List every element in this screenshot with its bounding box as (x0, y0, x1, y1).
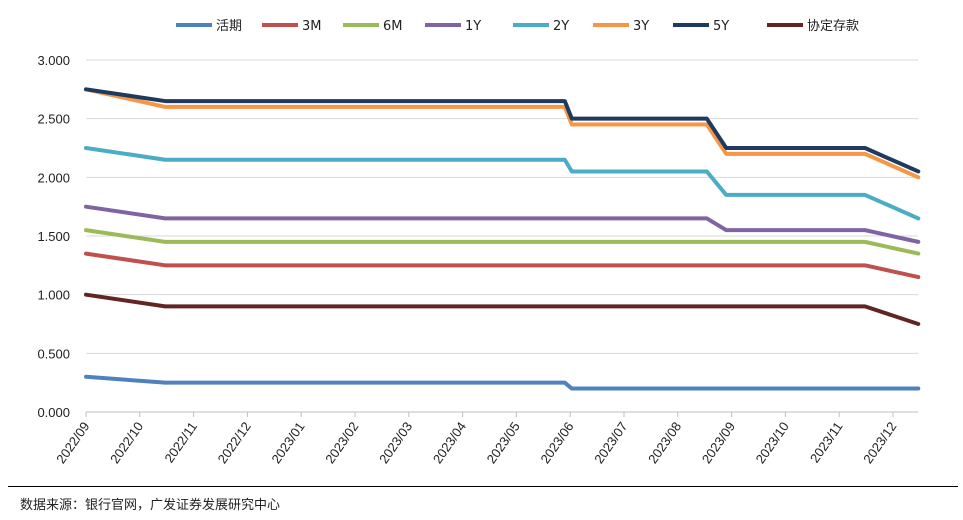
x-tick-label: 2023/01 (268, 419, 307, 466)
legend-label: 6M (383, 19, 403, 34)
x-tick-label: 2023/08 (645, 419, 684, 466)
series-line-5Y (84, 87, 921, 174)
y-tick-label: 0.500 (37, 346, 70, 361)
x-tick-label: 2023/04 (430, 419, 469, 466)
legend-label: 2Y (553, 19, 569, 34)
series-line-3Y (84, 87, 921, 180)
legend-label: 3Y (633, 19, 649, 34)
series-line-3M (84, 251, 921, 280)
series-line-2Y (84, 146, 921, 221)
y-tick-label: 3.000 (37, 53, 70, 68)
series-line-活期 (84, 374, 921, 391)
series-line-协定存款 (84, 292, 921, 326)
y-tick-label: 1.500 (37, 229, 70, 244)
x-tick-label: 2023/10 (753, 419, 792, 466)
line-chart: 0.000 0.500 1.000 1.500 2.000 2.500 3.000 2022/… (37, 19, 921, 466)
y-tick-label: 0.000 (37, 405, 70, 420)
x-tick-label: 2023/11 (807, 419, 846, 465)
series-line-1Y (84, 204, 921, 244)
x-tick-label: 2023/02 (322, 419, 361, 466)
x-tick-label: 2022/10 (107, 419, 146, 466)
source-note: 数据来源：银行官网，广发证券发展研究中心 (20, 498, 281, 513)
x-tick-label: 2022/11 (161, 419, 200, 465)
legend-label: 活期 (216, 19, 242, 34)
x-tick-label: 2022/12 (215, 419, 254, 466)
legend-label: 协定存款 (807, 19, 859, 34)
series-line-6M (84, 228, 921, 256)
x-tick-label: 2023/03 (376, 419, 415, 466)
x-tick-label: 2023/07 (591, 419, 630, 466)
x-tick-label: 2022/09 (53, 419, 92, 466)
divider (8, 486, 958, 487)
legend-label: 5Y (713, 19, 729, 34)
x-tick-label: 2023/09 (699, 419, 738, 466)
x-tick-label: 2023/06 (537, 419, 576, 466)
legend-label: 3M (302, 19, 322, 34)
legend-label: 1Y (465, 19, 481, 34)
y-tick-label: 2.000 (37, 170, 70, 185)
y-tick-label: 2.500 (37, 112, 70, 127)
y-tick-label: 1.000 (37, 288, 70, 303)
x-tick-label: 2023/05 (484, 419, 523, 466)
x-tick-label: 2023/12 (860, 419, 899, 466)
